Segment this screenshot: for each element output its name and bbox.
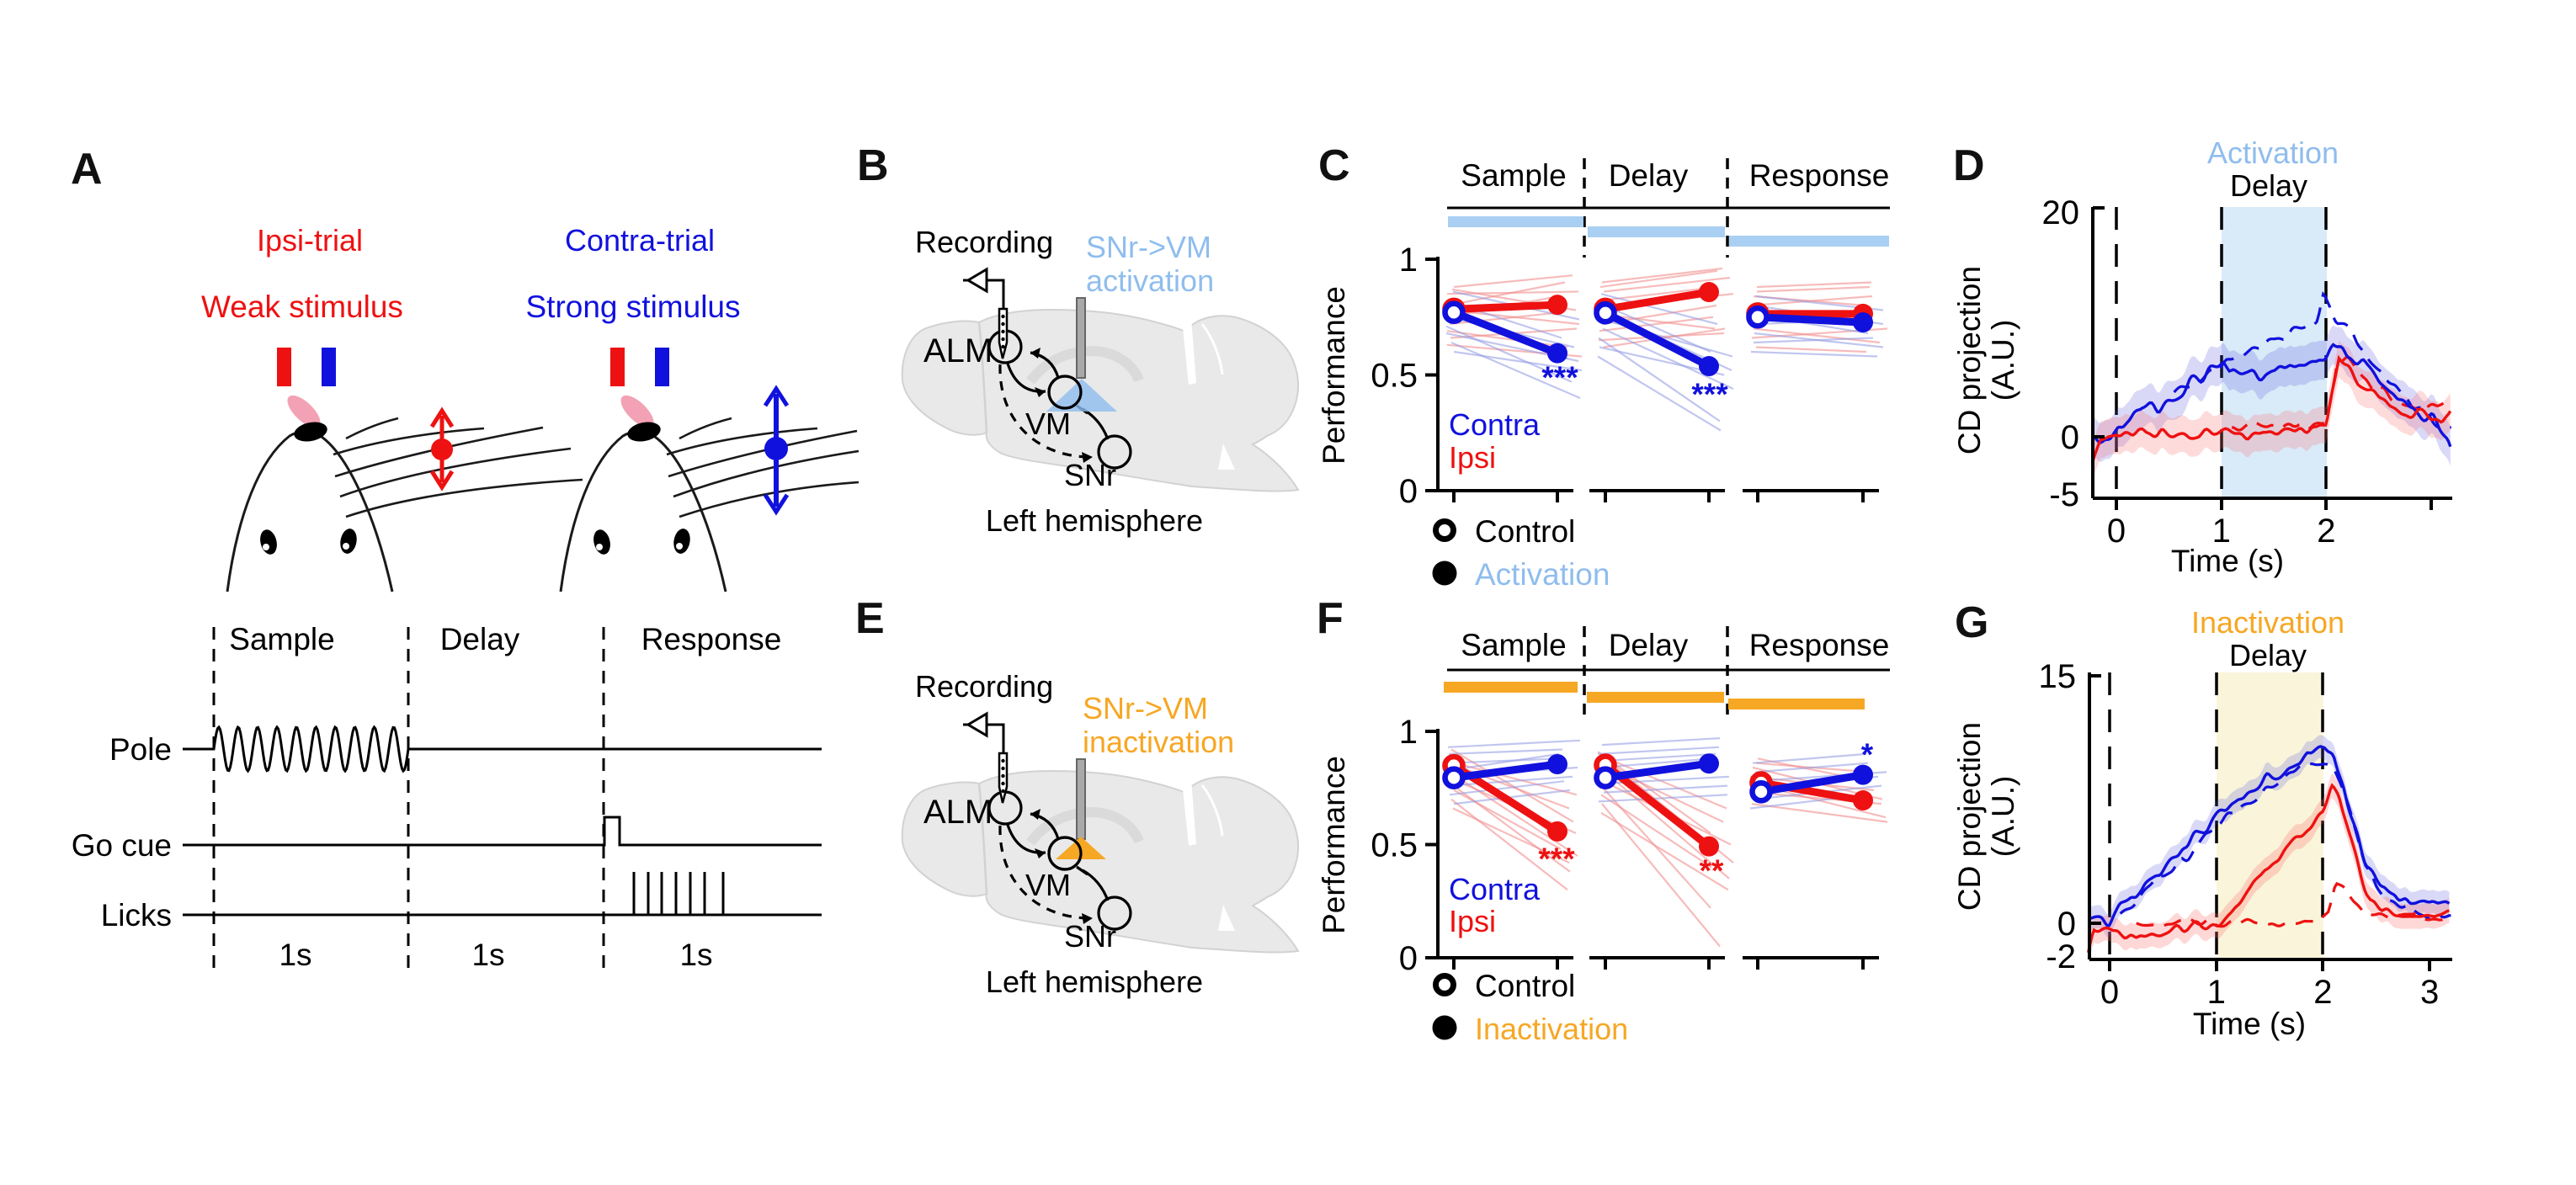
svg-text:0: 0 (2057, 906, 2076, 943)
svg-text:Ipsi: Ipsi (1449, 440, 1496, 475)
svg-text:2: 2 (2313, 974, 2332, 1011)
svg-text:0: 0 (2107, 513, 2126, 550)
svg-text:Response: Response (1749, 628, 1890, 662)
svg-text:Time (s): Time (s) (2171, 544, 2284, 578)
svg-text:Strong stimulus: Strong stimulus (526, 290, 741, 324)
svg-text:0: 0 (2100, 974, 2119, 1011)
svg-text:A: A (71, 145, 103, 194)
svg-text:E: E (855, 594, 885, 643)
svg-text:***: *** (1541, 360, 1578, 395)
svg-text:Response: Response (641, 622, 782, 656)
svg-text:Recording: Recording (915, 225, 1053, 259)
svg-text:Delay: Delay (1609, 628, 1689, 662)
svg-text:(A.U.): (A.U.) (1986, 776, 2020, 858)
svg-text:activation: activation (1086, 263, 1214, 298)
svg-text:Licks: Licks (101, 898, 172, 933)
svg-text:1: 1 (1399, 242, 1418, 279)
svg-text:Performance: Performance (1317, 286, 1351, 465)
svg-text:D: D (1953, 141, 1985, 190)
svg-text:Activation: Activation (2207, 136, 2339, 170)
svg-text:20: 20 (2042, 194, 2080, 231)
svg-text:0.5: 0.5 (1370, 358, 1418, 395)
svg-text:-5: -5 (2049, 476, 2079, 513)
svg-text:2: 2 (2317, 513, 2335, 550)
svg-text:CD projection: CD projection (1952, 266, 1987, 454)
svg-text:Go cue: Go cue (72, 828, 172, 863)
svg-text:0.5: 0.5 (1370, 827, 1418, 864)
svg-text:0: 0 (1399, 473, 1418, 510)
svg-text:(A.U.): (A.U.) (1986, 320, 2020, 401)
svg-text:SNr->VM: SNr->VM (1086, 230, 1211, 264)
svg-text:SNr->VM: SNr->VM (1083, 691, 1208, 725)
svg-text:1s: 1s (679, 938, 712, 972)
svg-text:1s: 1s (279, 938, 311, 972)
svg-text:ALM: ALM (923, 332, 993, 369)
svg-text:***: *** (1691, 377, 1728, 412)
svg-text:0: 0 (2061, 419, 2079, 456)
svg-text:SNr: SNr (1064, 458, 1116, 492)
svg-text:Ipsi: Ipsi (1449, 904, 1496, 938)
svg-text:-2: -2 (2046, 938, 2076, 975)
svg-text:***: *** (1538, 842, 1575, 876)
svg-text:Delay: Delay (1609, 158, 1689, 193)
svg-text:CD projection: CD projection (1952, 722, 1987, 911)
svg-text:1: 1 (2207, 974, 2226, 1011)
svg-text:3: 3 (2420, 974, 2439, 1011)
svg-text:Delay: Delay (440, 622, 520, 656)
svg-text:Ipsi-trial: Ipsi-trial (257, 223, 363, 258)
svg-text:Delay: Delay (2230, 168, 2307, 203)
svg-text:1: 1 (1399, 714, 1418, 751)
svg-text:Response: Response (1749, 158, 1890, 193)
svg-text:F: F (1317, 594, 1344, 643)
svg-text:Weak stimulus: Weak stimulus (201, 290, 403, 324)
svg-text:Control: Control (1475, 514, 1575, 549)
svg-text:Contra-trial: Contra-trial (565, 223, 715, 258)
svg-text:Performance: Performance (1317, 756, 1351, 934)
svg-text:Contra: Contra (1449, 407, 1541, 442)
svg-text:Sample: Sample (229, 622, 334, 656)
svg-text:Contra: Contra (1449, 872, 1541, 906)
svg-text:Left hemisphere: Left hemisphere (986, 503, 1203, 538)
svg-text:inactivation: inactivation (1083, 725, 1234, 759)
svg-text:Sample: Sample (1461, 158, 1566, 193)
svg-text:Sample: Sample (1461, 628, 1566, 662)
svg-text:1s: 1s (471, 938, 504, 972)
svg-text:Inactivation: Inactivation (2191, 605, 2344, 640)
svg-text:Pole: Pole (109, 732, 172, 767)
svg-text:VM: VM (1025, 407, 1071, 441)
svg-text:*: * (1861, 737, 1874, 772)
svg-text:Inactivation: Inactivation (1475, 1012, 1628, 1046)
svg-text:G: G (1955, 598, 1988, 647)
svg-text:Delay: Delay (2229, 638, 2307, 672)
svg-text:0: 0 (1399, 940, 1418, 977)
svg-text:15: 15 (2039, 658, 2077, 695)
svg-text:1: 1 (2212, 513, 2231, 550)
svg-text:Time (s): Time (s) (2193, 1007, 2306, 1041)
svg-text:Control: Control (1475, 969, 1575, 1003)
svg-text:**: ** (1700, 853, 1724, 888)
svg-text:C: C (1318, 141, 1350, 190)
svg-text:Activation: Activation (1475, 557, 1610, 592)
svg-text:B: B (857, 141, 889, 190)
